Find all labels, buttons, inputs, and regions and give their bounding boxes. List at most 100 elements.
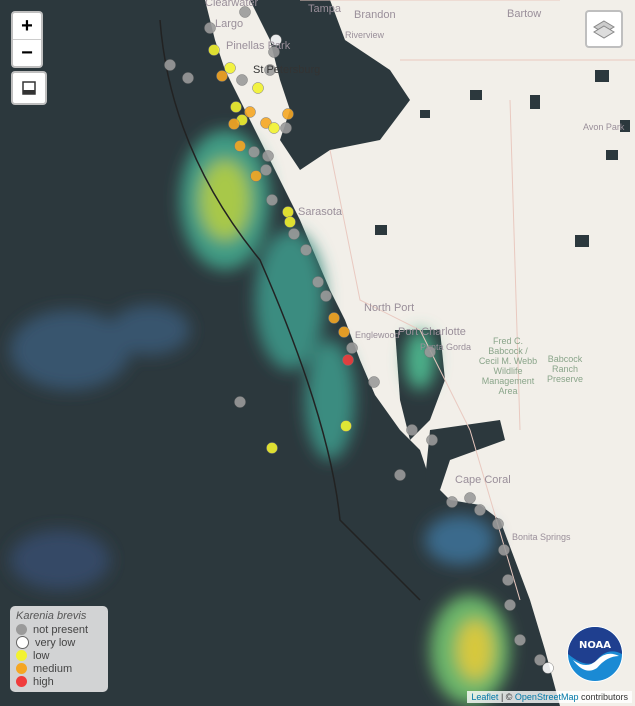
sample-marker[interactable] [234,396,246,408]
sample-marker[interactable] [300,244,312,256]
sample-marker[interactable] [446,496,458,508]
place-bartow: Bartow [507,8,542,20]
sample-marker[interactable] [268,122,280,134]
boundary-line [159,19,421,601]
bloom-layer [10,130,510,705]
sample-marker[interactable] [282,108,294,120]
sample-marker[interactable] [498,544,510,556]
sample-marker[interactable] [328,312,340,324]
zoom-out-button[interactable]: − [13,39,41,66]
fullscreen-button[interactable] [11,71,47,105]
place-englewood: Englewood [355,330,400,340]
legend-label: very low [35,636,76,649]
sample-marker[interactable] [244,106,256,118]
sample-marker[interactable] [282,206,294,218]
legend-item: not present [16,623,102,636]
legend-label: low [33,649,50,662]
legend-item: medium [16,662,102,675]
noaa-logo: NOAA [567,626,623,682]
sample-marker[interactable] [266,194,278,206]
sample-marker[interactable] [250,170,262,182]
sample-marker[interactable] [464,492,476,504]
sample-marker[interactable] [424,346,436,358]
svg-text:NOAA: NOAA [579,640,611,651]
sample-marker[interactable] [182,72,194,84]
sample-marker[interactable] [368,376,380,388]
sample-marker[interactable] [264,64,276,76]
sample-marker[interactable] [514,634,526,646]
sample-marker[interactable] [320,290,332,302]
sample-marker[interactable] [426,434,438,446]
sample-marker[interactable] [504,599,516,611]
sample-marker[interactable] [239,6,251,18]
place-brandon: Brandon [354,9,396,21]
osm-link[interactable]: OpenStreetMap [514,692,579,702]
legend-item: very low [16,636,102,649]
place-port-charlotte: Port Charlotte [398,326,466,338]
sample-marker[interactable] [474,504,486,516]
sample-marker[interactable] [260,164,272,176]
place-bonita-springs: Bonita Springs [512,532,571,542]
sample-marker[interactable] [216,70,228,82]
sample-marker[interactable] [542,662,554,674]
attribution: Leaflet | © OpenStreetMap contributors [467,691,632,703]
sample-marker[interactable] [252,82,264,94]
layers-icon [593,20,615,39]
sample-markers [164,6,554,674]
sample-marker[interactable] [224,62,236,74]
sample-marker[interactable] [342,354,354,366]
fullscreen-icon [22,81,36,95]
legend-swatch [16,650,27,661]
legend: Karenia brevis not present very low low med… [10,606,108,692]
legend-label: high [33,675,54,688]
sample-marker[interactable] [338,326,350,338]
sample-marker[interactable] [236,74,248,86]
sample-marker[interactable] [262,150,274,162]
legend-swatch [16,624,27,635]
sample-marker[interactable] [312,276,324,288]
place-tampa: Tampa [308,3,342,15]
sample-marker[interactable] [284,216,296,228]
sample-marker[interactable] [268,46,280,58]
legend-swatch [16,676,27,687]
sample-marker[interactable] [208,44,220,56]
layers-button[interactable] [585,10,623,48]
sample-marker[interactable] [502,574,514,586]
sample-marker[interactable] [228,118,240,130]
sample-marker[interactable] [346,342,358,354]
sample-marker[interactable] [340,420,352,432]
caloosahatchee [425,420,505,490]
place-north-port: North Port [364,302,415,314]
sample-marker[interactable] [280,122,292,134]
legend-item: low [16,649,102,662]
place-avon-park: Avon Park [583,122,625,132]
sample-marker[interactable] [394,469,406,481]
legend-swatch [16,636,29,649]
place-babcock-ranch: Babcock Ranch Preserve [546,354,583,384]
sample-marker[interactable] [288,228,300,240]
place-largo: Largo [215,18,244,30]
sample-marker[interactable] [266,442,278,454]
legend-item: high [16,675,102,688]
sample-marker[interactable] [164,59,176,71]
place-punta-gorda: Punta Gorda [420,342,472,352]
place-clearwater: Clearwater [205,0,259,9]
legend-label: not present [33,623,89,636]
legend-swatch [16,663,27,674]
sample-marker[interactable] [534,654,546,666]
sample-marker[interactable] [270,34,282,46]
leaflet-link[interactable]: Leaflet [471,692,499,702]
zoom-control: + − [11,11,43,68]
place-pinellas-park: Pinellas Park [226,40,291,52]
sample-marker[interactable] [248,146,260,158]
sample-marker[interactable] [230,101,242,113]
sample-marker[interactable] [492,518,504,530]
roads [300,0,635,601]
zoom-in-button[interactable]: + [21,15,33,37]
sample-marker[interactable] [406,424,418,436]
sample-marker[interactable] [234,140,246,152]
sample-marker[interactable] [204,22,216,34]
place-babcock-webb: Fred C. Babcock / Cecil M. Webb Wildlife… [478,336,538,396]
